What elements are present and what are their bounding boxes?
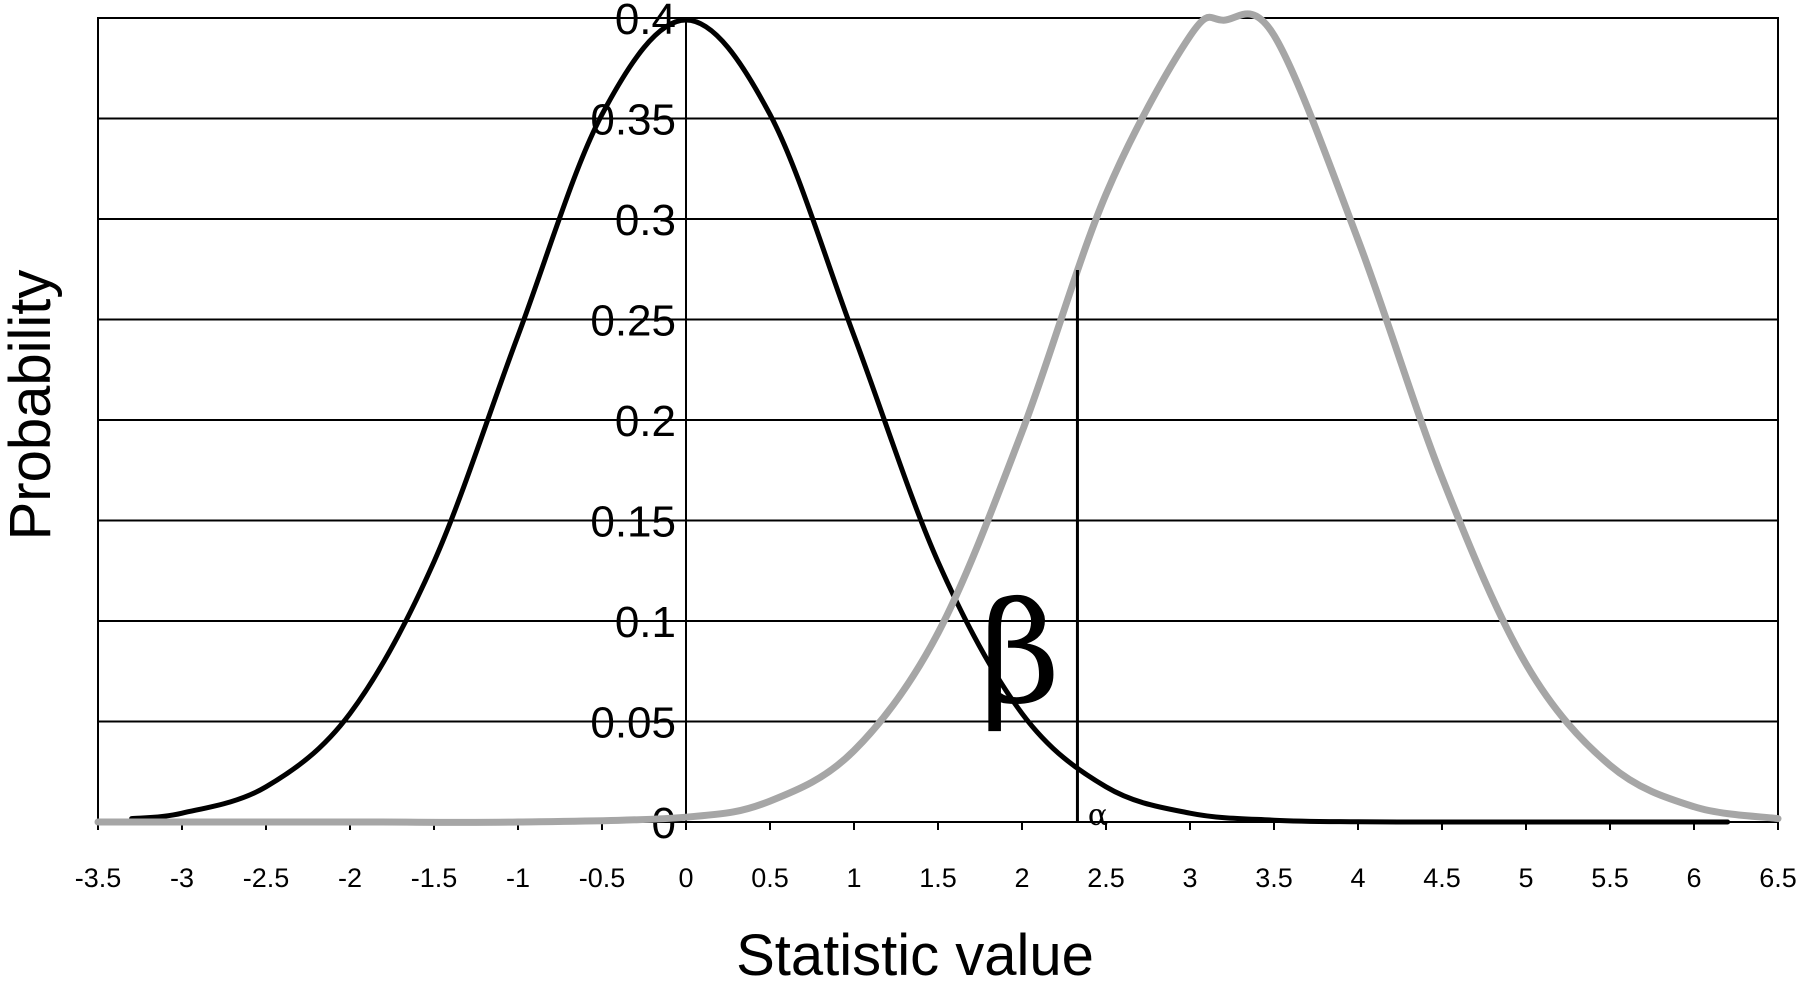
y-tick-label: 0.35 [590, 96, 676, 145]
y-tick-label: 0 [652, 799, 676, 848]
y-tick-label: 0.2 [615, 397, 676, 446]
x-tick-label: 3.5 [1255, 863, 1293, 893]
x-tick-label: 6.5 [1759, 863, 1797, 893]
x-tick-label: -2 [338, 863, 362, 893]
alpha-label: α [1088, 798, 1108, 833]
x-tick-label: 2.5 [1087, 863, 1125, 893]
y-tick-label: 0.05 [590, 699, 676, 748]
x-tick-label: -2.5 [243, 863, 290, 893]
annotation-layer: βα [980, 270, 1108, 833]
x-tick-label: 6 [1686, 863, 1701, 893]
y-tick-label: 0.1 [615, 598, 676, 647]
y-tick-label: 0.15 [590, 498, 676, 547]
x-tick-label: 5 [1518, 863, 1533, 893]
x-tick-label: -1 [506, 863, 530, 893]
x-tick-label: 0 [678, 863, 693, 893]
series-layer [94, 10, 1782, 826]
y-tick-labels: 0 0.05 0.1 0.15 0.2 0.25 0.3 0.35 0.4 [590, 0, 676, 848]
y-tick-label: 0.3 [615, 196, 676, 245]
x-tick-label: 1.5 [919, 863, 957, 893]
x-tick-label: -3.5 [75, 863, 122, 893]
x-tick-labels: -3.5 -3 -2.5 -2 -1.5 -1 -0.5 0 0.5 1 1.5 2 2.5 3 3.5 4 4… [75, 822, 1797, 893]
x-tick-label: 4 [1350, 863, 1365, 893]
x-tick-label: 3 [1182, 863, 1197, 893]
series-line-2 [94, 10, 1782, 826]
x-tick-label: 5.5 [1591, 863, 1629, 893]
x-tick-label: 1 [846, 863, 861, 893]
beta-label: β [980, 573, 1061, 736]
x-tick-label: -1.5 [411, 863, 458, 893]
y-tick-label: 0.25 [590, 297, 676, 346]
x-tick-label: -0.5 [579, 863, 626, 893]
x-axis-title: Statistic value [736, 923, 1094, 983]
y-axis-title: Probability [0, 270, 63, 541]
x-tick-label: 4.5 [1423, 863, 1461, 893]
series-line-1 [129, 17, 1731, 825]
x-tick-label: 0.5 [751, 863, 789, 893]
x-tick-label: -3 [170, 863, 194, 893]
y-tick-label: 0.4 [615, 0, 676, 44]
x-tick-label: 2 [1014, 863, 1029, 893]
